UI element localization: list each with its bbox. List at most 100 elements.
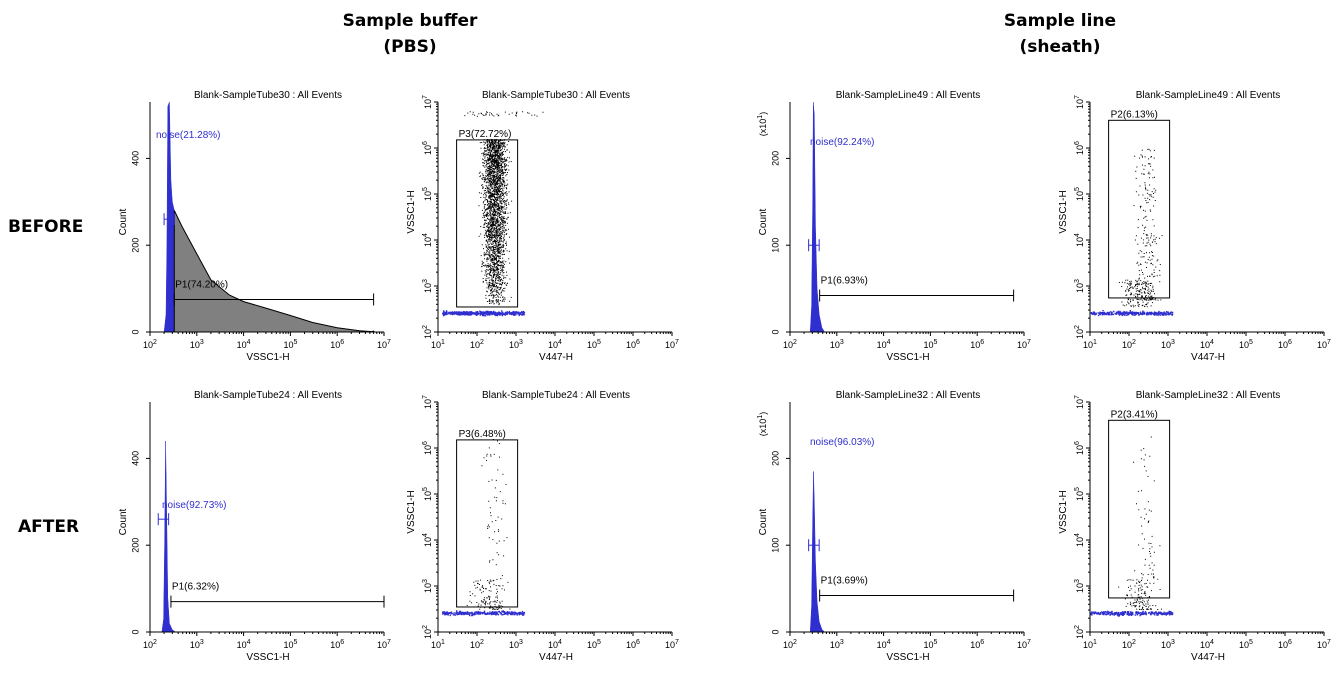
chart-title: Blank-SampleLine49 : All Events xyxy=(836,90,981,101)
x-tick-label: 106 xyxy=(330,639,344,650)
y-tick-label: 0 xyxy=(770,329,780,334)
chart-title: Blank-SampleLine32 : All Events xyxy=(836,390,981,401)
x-axis-label: V447-H xyxy=(1191,652,1225,663)
x-tick-label: 102 xyxy=(1122,639,1136,650)
x-tick-label: 104 xyxy=(548,639,562,650)
x-tick-label: 107 xyxy=(377,339,391,350)
x-tick-label: 102 xyxy=(470,339,484,350)
scatter-event-points xyxy=(1118,436,1162,610)
x-tick-label: 107 xyxy=(1017,339,1031,350)
header-sample-buffer-line2: (PBS) xyxy=(383,37,437,57)
noise-gate-label: noise(21.28%) xyxy=(156,130,220,141)
x-tick-label: 104 xyxy=(877,639,891,650)
header-sample-buffer-line1: Sample buffer xyxy=(342,11,478,31)
x-tick-label: 105 xyxy=(1239,339,1253,350)
header-sample-line-line2: (sheath) xyxy=(1019,37,1101,57)
y-tick-label: 105 xyxy=(1074,487,1085,501)
p-gate-label: P1(74.20%) xyxy=(175,279,228,290)
y-tick-label: 107 xyxy=(1074,395,1085,409)
y-tick-label: 105 xyxy=(1074,187,1085,201)
y-tick-label: 100 xyxy=(770,538,780,553)
histogram-gray-area xyxy=(173,210,376,333)
x-axis-label: VSSC1-H xyxy=(886,652,929,663)
x-tick-label: 103 xyxy=(190,639,204,650)
y-tick-label: 200 xyxy=(130,538,140,553)
y-tick-label: 106 xyxy=(1074,441,1085,455)
y-tick-label: 0 xyxy=(130,329,140,334)
x-axis-label: VSSC1-H xyxy=(886,352,929,363)
x-tick-label: 107 xyxy=(377,639,391,650)
chart-hist-tube30: Blank-SampleTube30 : All Events noise(21.… xyxy=(118,90,391,363)
p-gate-label: P1(3.69%) xyxy=(821,576,868,587)
y-tick-label: 103 xyxy=(422,579,433,593)
chart-dot-tube24: Blank-SampleTube24 : All Events P3(6.48%)… xyxy=(406,390,679,663)
scatter-event-points xyxy=(466,438,511,610)
x-tick-label: 101 xyxy=(1083,339,1097,350)
x-tick-label: 105 xyxy=(587,339,601,350)
scatter-noise-points xyxy=(1090,610,1174,617)
chart-hist-tube24: Blank-SampleTube24 : All Events noise(92.… xyxy=(118,390,391,663)
histogram-blue-area xyxy=(161,441,177,633)
y-tick-label: 104 xyxy=(422,233,433,247)
y-tick-label: 200 xyxy=(130,238,140,253)
x-tick-label: 107 xyxy=(1017,639,1031,650)
x-tick-label: 102 xyxy=(470,639,484,650)
chart-title: Blank-SampleTube30 : All Events xyxy=(482,90,630,101)
y-tick-label: 200 xyxy=(770,151,780,166)
x-tick-label: 105 xyxy=(283,339,297,350)
header-sample-line: Sample line (sheath) xyxy=(960,8,1160,60)
chart-hist-line49: Blank-SampleLine49 : All Events noise(92.… xyxy=(757,90,1031,363)
y-tick-label: 103 xyxy=(1074,579,1085,593)
x-tick-label: 104 xyxy=(1200,639,1214,650)
y-tick-label: 106 xyxy=(422,141,433,155)
row-label-before: BEFORE xyxy=(8,217,84,237)
y-tick-label: 102 xyxy=(1074,325,1085,339)
y-tick-label: 400 xyxy=(130,151,140,166)
y-axis-label: Count xyxy=(118,508,129,535)
x-tick-label: 106 xyxy=(970,639,984,650)
x-tick-label: 107 xyxy=(665,639,679,650)
x-tick-label: 102 xyxy=(143,339,157,350)
x-tick-label: 106 xyxy=(626,639,640,650)
chart-title: Blank-SampleLine32 : All Events xyxy=(1136,390,1281,401)
y-multiplier-label: (x101) xyxy=(757,412,768,436)
y-tick-label: 200 xyxy=(770,451,780,466)
y-tick-label: 102 xyxy=(422,625,433,639)
y-tick-label: 0 xyxy=(130,629,140,634)
scatter-gate-label: P3(72.72%) xyxy=(459,129,512,140)
scatter-gate-rect xyxy=(456,139,519,308)
noise-gate-label: noise(96.03%) xyxy=(810,437,874,448)
y-tick-label: 400 xyxy=(130,451,140,466)
x-tick-label: 106 xyxy=(1278,339,1292,350)
chart-title: Blank-SampleTube30 : All Events xyxy=(194,90,342,101)
row-label-after: AFTER xyxy=(18,517,80,537)
y-tick-label: 106 xyxy=(422,441,433,455)
scatter-gate-rect xyxy=(456,439,519,608)
x-tick-label: 102 xyxy=(783,639,797,650)
chart-title: Blank-SampleLine49 : All Events xyxy=(1136,90,1281,101)
x-tick-label: 103 xyxy=(1161,339,1175,350)
y-axis-label: VSSC1-H xyxy=(406,490,417,533)
y-tick-label: 104 xyxy=(1074,233,1085,247)
x-axis-label: V447-H xyxy=(1191,352,1225,363)
x-tick-label: 103 xyxy=(830,339,844,350)
y-axis-label: VSSC1-H xyxy=(1058,490,1069,533)
p-gate-label: P1(6.32%) xyxy=(172,582,219,593)
x-tick-label: 104 xyxy=(548,339,562,350)
y-multiplier-label: (x101) xyxy=(757,112,768,136)
x-tick-label: 103 xyxy=(509,639,523,650)
x-tick-label: 105 xyxy=(923,339,937,350)
scatter-gate-label: P2(6.13%) xyxy=(1111,109,1158,120)
chart-dot-line32: Blank-SampleLine32 : All Events P2(3.41%)… xyxy=(1058,390,1331,663)
y-tick-label: 104 xyxy=(1074,533,1085,547)
scatter-noise-points xyxy=(442,610,526,617)
histogram-blue-area xyxy=(809,471,826,633)
x-tick-label: 106 xyxy=(1278,639,1292,650)
scatter-gate-label: P3(6.48%) xyxy=(459,429,506,440)
header-sample-line-line1: Sample line xyxy=(1003,11,1117,31)
x-tick-label: 103 xyxy=(1161,639,1175,650)
scatter-gate-label-bg xyxy=(457,127,520,139)
x-tick-label: 102 xyxy=(143,639,157,650)
y-tick-label: 106 xyxy=(1074,141,1085,155)
y-tick-label: 107 xyxy=(1074,95,1085,109)
